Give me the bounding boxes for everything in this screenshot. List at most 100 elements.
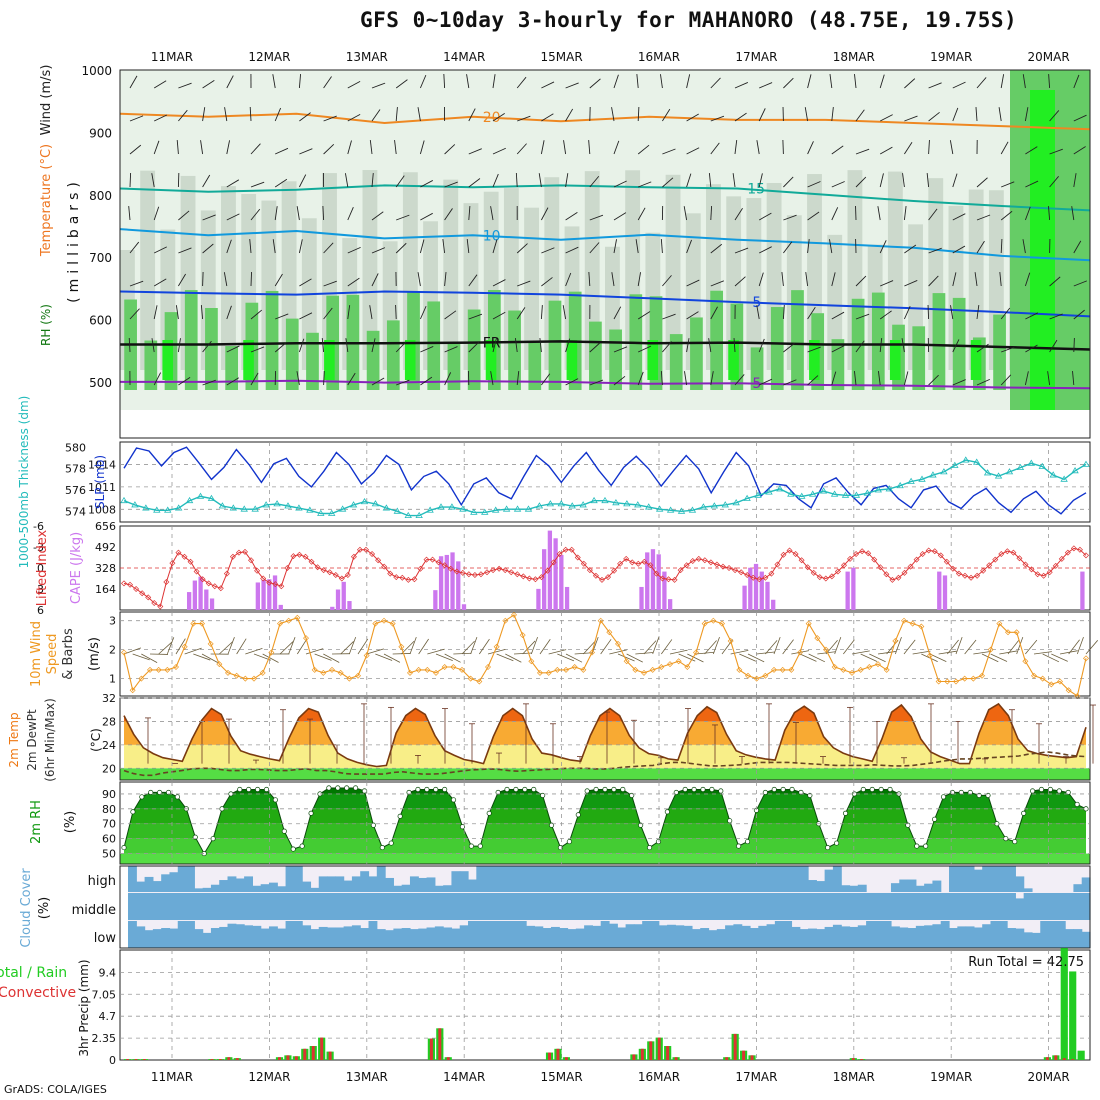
cloud-bar-high (990, 866, 1000, 892)
thickness-point (1049, 471, 1057, 478)
wind-barb (419, 74, 427, 89)
lifted-index-point (992, 556, 999, 563)
cloud-bar-middle (517, 893, 527, 920)
cloud-bar-high (783, 866, 793, 892)
wind-speed-point (875, 661, 881, 668)
cloud-bar-middle (899, 893, 909, 920)
wind-speed-point (1013, 629, 1020, 636)
wind-speed-point (866, 664, 873, 671)
lifted-index-point (592, 572, 599, 579)
rh-point (1083, 806, 1089, 812)
thickness-point (579, 501, 587, 508)
cloud-bar-middle (210, 893, 220, 920)
rh2m-tick: 60 (102, 833, 116, 846)
cloud-bar-middle (1048, 893, 1058, 920)
wind-barb (1022, 74, 1026, 89)
thickness-point (798, 492, 806, 499)
cloud-bar-low (186, 921, 195, 948)
precip-tick: 7.05 (92, 988, 117, 1001)
surface-wind-barb (652, 636, 660, 655)
rh-point (415, 786, 421, 793)
wind-barb (855, 176, 867, 188)
thickness-point (721, 501, 729, 508)
surface-wind-barb (193, 653, 211, 661)
cloud-bar-low (244, 925, 253, 948)
wind-barb (613, 306, 622, 320)
wind-barb (1073, 240, 1082, 254)
surface-wind-barb (496, 653, 514, 662)
lifted-index-point (338, 575, 345, 582)
wind-barb (589, 242, 600, 254)
lifted-index-point (786, 547, 793, 554)
surface-wind-barb (158, 641, 173, 655)
wind-speed-point (493, 643, 500, 650)
surface-wind-barb (305, 648, 324, 655)
wind-frame (119, 611, 1091, 697)
lifted-index-point (520, 573, 527, 580)
rh-patch (386, 320, 400, 390)
wind-barb (805, 272, 809, 287)
wind-barb (952, 379, 966, 386)
wind-speed-point (814, 635, 821, 642)
wind-speed-point (129, 687, 136, 694)
lifted-index-point (732, 567, 739, 574)
rh2m-frame (119, 781, 1091, 865)
rh-point (130, 809, 136, 815)
cloud-bar-low (998, 921, 1008, 948)
rh-patch (647, 340, 659, 380)
wind-speed-point (277, 620, 283, 627)
wind-tick: 2 (109, 644, 116, 657)
cloud-bar-low (161, 928, 171, 948)
cloud-bar-low (633, 924, 643, 948)
lifted-index-point (411, 576, 418, 583)
cloud-tick-middle: middle (72, 903, 116, 918)
surface-wind-barb (444, 653, 461, 663)
thickness-point (240, 505, 248, 512)
wind-barb (202, 243, 214, 254)
surface-wind-barb (262, 653, 279, 663)
cloud-bar-high (194, 888, 204, 892)
wind-barb (296, 206, 300, 221)
cloud-bar-high (360, 871, 370, 892)
surface-wind-barb (470, 636, 478, 655)
cloud-bar-low (1065, 929, 1075, 948)
ylabel-rh2m-unit: (%) (63, 811, 78, 834)
rh-patch (809, 340, 820, 380)
lifted-index-point (629, 559, 636, 566)
wind-barb (347, 277, 360, 287)
wind-speed-point (667, 661, 673, 668)
rh-point (664, 809, 670, 815)
lifted-index-point (671, 576, 678, 583)
cloud-bar-high (791, 866, 801, 892)
wind-speed-point (701, 620, 708, 627)
wind-barb (272, 74, 276, 89)
rh-point (263, 786, 270, 793)
li-tick: 6 (37, 604, 44, 617)
rh-point (388, 840, 394, 846)
cloud-bar-middle (683, 893, 693, 920)
cloud-bar-low (169, 928, 179, 948)
wind-barb (347, 140, 352, 155)
wind-barb (734, 247, 749, 254)
lifted-index-point (248, 557, 255, 564)
wind-barb (613, 180, 627, 188)
lifted-index-point (804, 564, 811, 571)
pressure-tick: 800 (89, 189, 112, 203)
wind-barb (710, 306, 718, 320)
wind-barb (807, 141, 814, 155)
cloud-bar-middle (791, 893, 801, 920)
cloud-bar-middle (202, 893, 212, 920)
cloud-bar-high (393, 885, 403, 892)
wind-barb (831, 145, 844, 155)
surface-wind-barb (825, 639, 838, 655)
cloud-bar-middle (285, 893, 295, 920)
wind-barb (660, 74, 663, 89)
cloud-bar-low (451, 928, 461, 948)
cloud-bar-high (426, 877, 436, 892)
rh-patch (243, 340, 254, 380)
wind-speed-point (433, 669, 439, 676)
surface-wind-barb (375, 653, 393, 661)
cloud-bar-middle (542, 893, 552, 920)
cloud-bar-low (965, 926, 975, 948)
rh-point (1047, 786, 1053, 793)
